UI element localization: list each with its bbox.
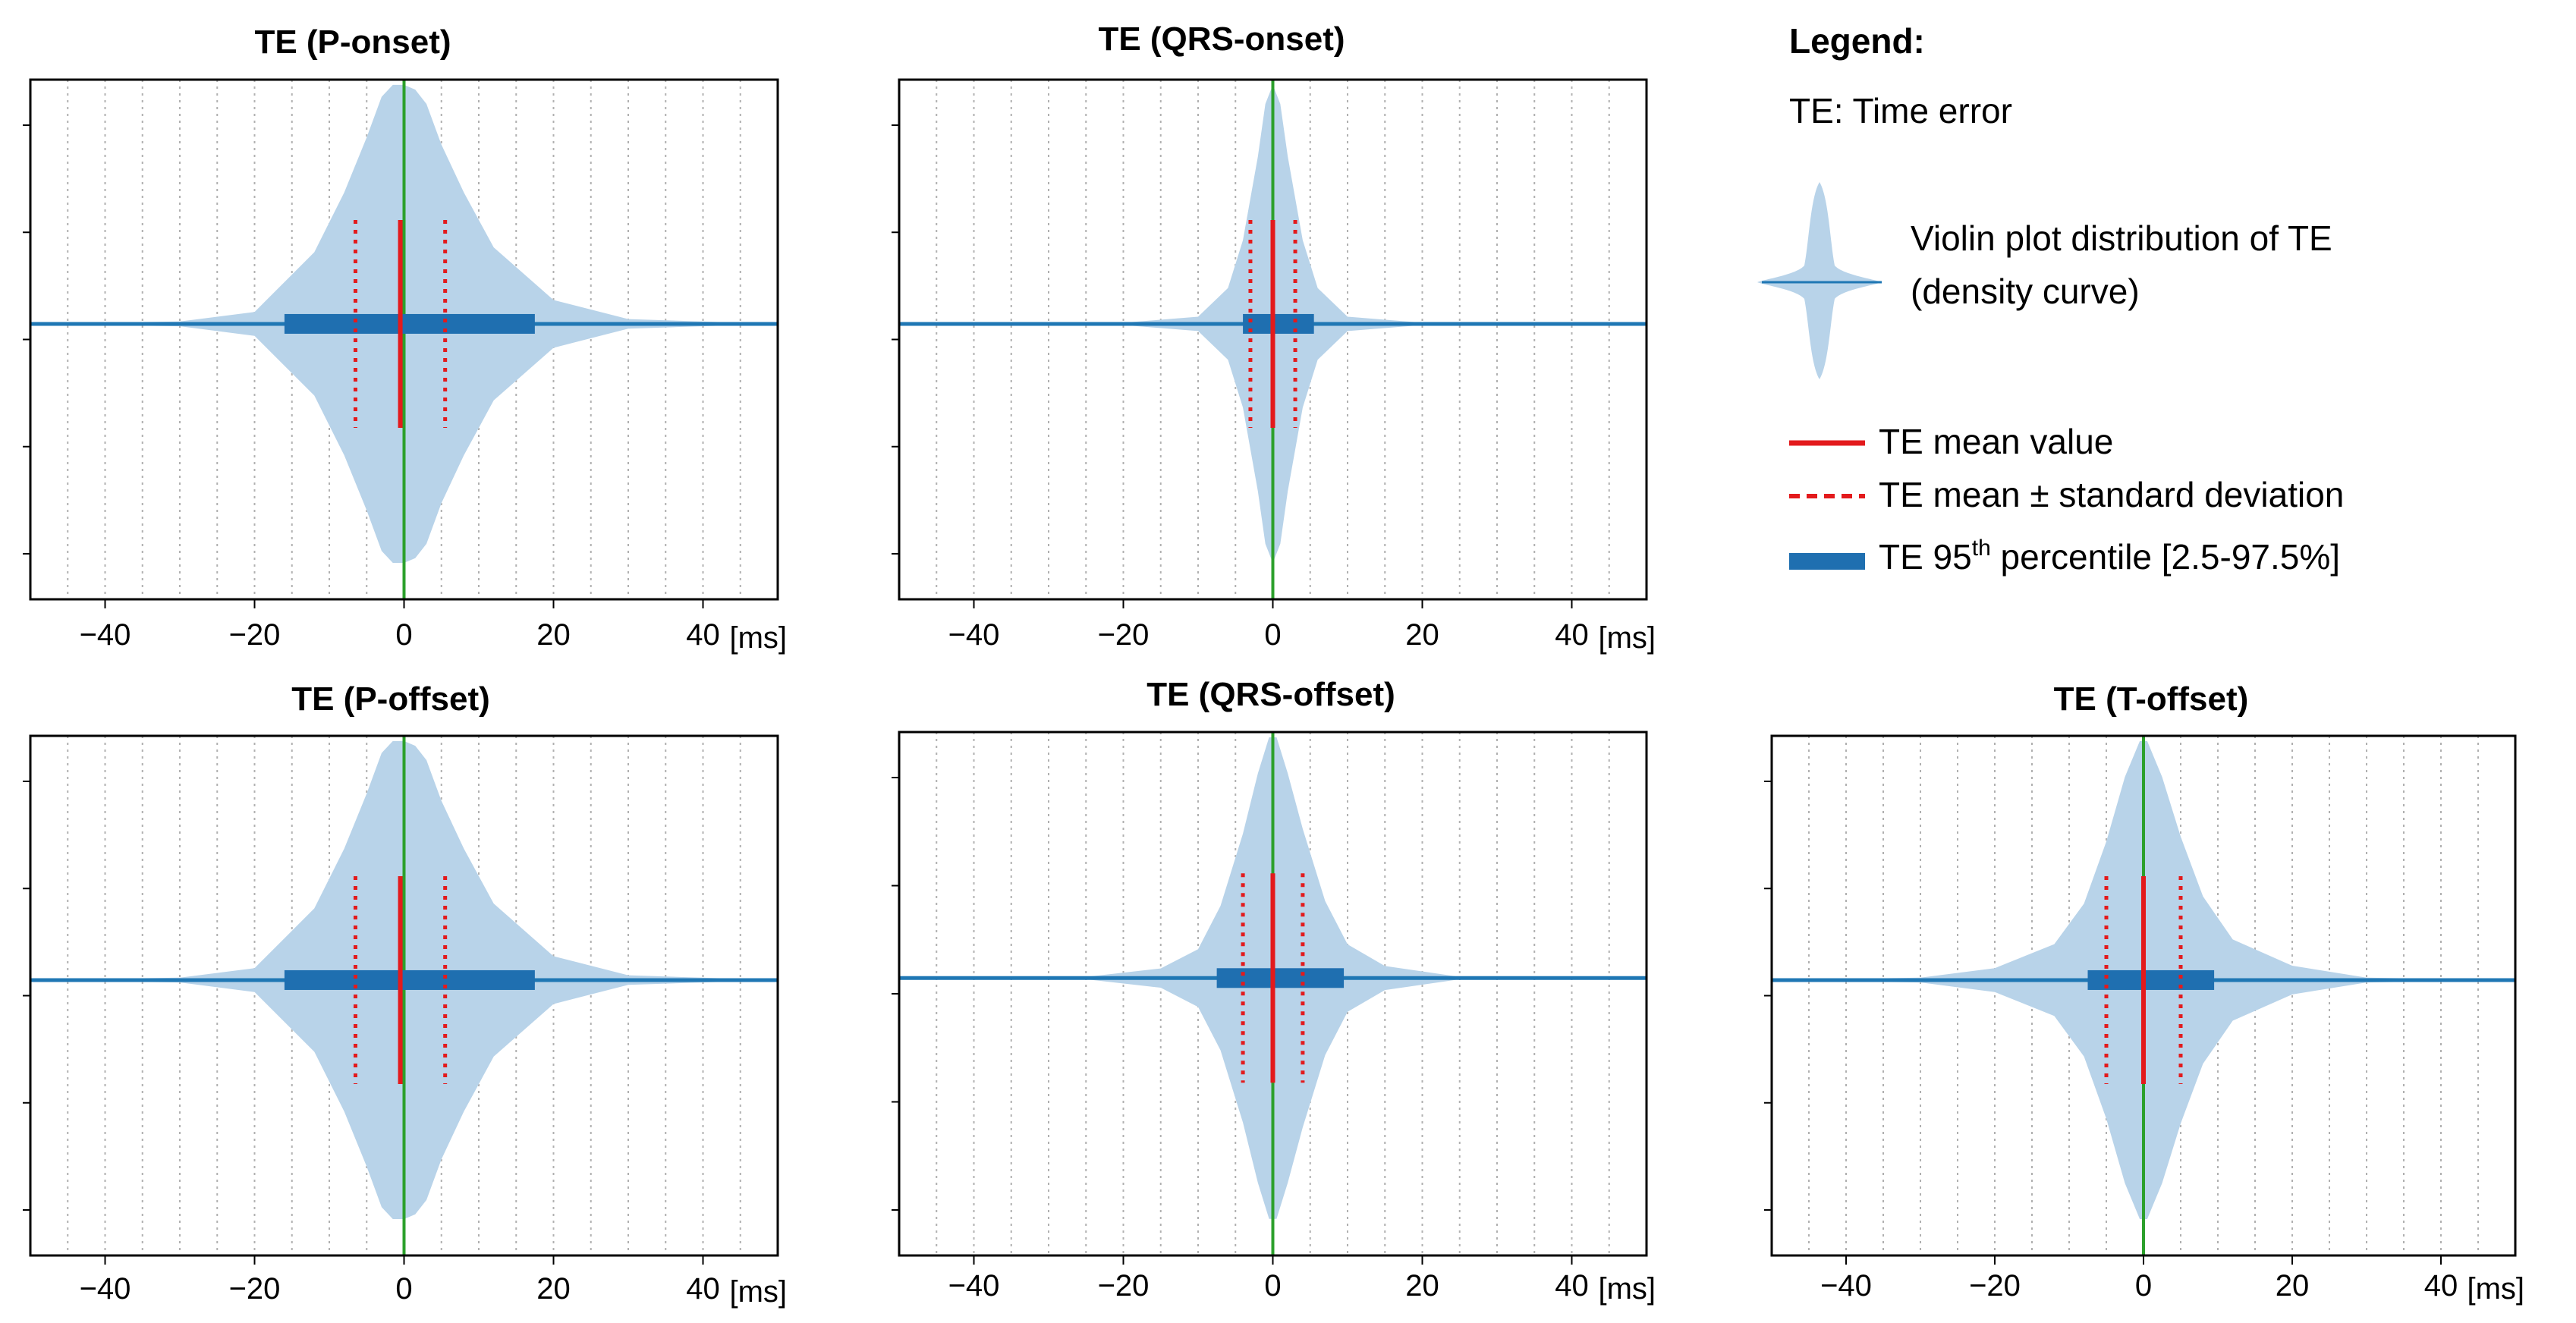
- violin-icon: [1757, 182, 1882, 379]
- legend-percentile-sup: th: [1972, 536, 1991, 561]
- x-unit-label: [ms]: [729, 621, 787, 655]
- legend-std-label: TE mean ± standard deviation: [1879, 475, 2344, 514]
- panel-p-offset: TE (P-offset) −40 −20 0 20 40 [ms]: [23, 680, 787, 1309]
- x-tick-label: −40: [80, 618, 131, 652]
- x-tick-label: −20: [1098, 618, 1150, 652]
- panel-p-onset: TE (P-onset) −40 −20 0 20 40 [ms]: [23, 24, 787, 655]
- x-tick-label: −20: [229, 618, 281, 652]
- panel-title: TE (QRS-offset): [1146, 676, 1395, 713]
- x-tick-label: 40: [1555, 1269, 1589, 1303]
- percentile-box: [284, 313, 535, 334]
- x-tick-label: −20: [1098, 1269, 1150, 1303]
- legend-percentile-swatch: [1789, 553, 1865, 570]
- x-tick-label: −40: [80, 1272, 131, 1306]
- panel-title: TE (P-onset): [254, 24, 451, 61]
- legend-percentile-suffix: percentile [2.5-97.5%]: [1991, 537, 2340, 577]
- x-tick-label: 0: [395, 1272, 412, 1306]
- panel-qrs-offset: TE (QRS-offset) −40 −20 0 20 40 [ms]: [892, 676, 1656, 1306]
- x-tick-label: 20: [536, 1272, 571, 1306]
- legend-violin-label-line1: Violin plot distribution of TE: [1911, 218, 2332, 258]
- x-tick-label: 0: [1264, 618, 1281, 652]
- legend-title: Legend:: [1789, 21, 1925, 61]
- percentile-box: [1216, 968, 1345, 988]
- legend-percentile-label: TE 95th percentile [2.5-97.5%]: [1879, 536, 2340, 577]
- x-unit-label: [ms]: [2467, 1272, 2524, 1306]
- legend-te-definition: TE: Time error: [1789, 91, 2012, 130]
- panel-title: TE (P-offset): [291, 680, 490, 718]
- x-tick-label: 20: [1405, 618, 1439, 652]
- x-tick-label: 40: [686, 618, 720, 652]
- legend-violin-icon: [1757, 182, 1882, 379]
- panel-t-offset: TE (T-offset) −40 −20 0 20 40 [ms]: [1764, 680, 2524, 1306]
- x-tick-label: 40: [1555, 618, 1589, 652]
- percentile-box: [1243, 313, 1314, 334]
- x-tick-label: −40: [948, 1269, 1000, 1303]
- panel-title: TE (T-offset): [2054, 680, 2249, 718]
- x-tick-label: 0: [395, 618, 412, 652]
- x-unit-label: [ms]: [1598, 621, 1656, 655]
- panel-qrs-onset: TE (QRS-onset) −40 −20 0 20 40 [ms]: [892, 20, 1656, 655]
- x-unit-label: [ms]: [1598, 1272, 1656, 1306]
- x-tick-label: 40: [686, 1272, 720, 1306]
- x-tick-label: 0: [1264, 1269, 1281, 1303]
- x-tick-label: 20: [536, 618, 571, 652]
- x-tick-label: −20: [229, 1272, 281, 1306]
- x-tick-label: 40: [2424, 1269, 2458, 1303]
- legend: Legend: TE: Time error Violin plot distr…: [1757, 21, 2344, 577]
- x-tick-label: 20: [1405, 1269, 1439, 1303]
- x-tick-label: −40: [1820, 1269, 1872, 1303]
- legend-percentile-prefix: TE 95: [1879, 537, 1972, 577]
- percentile-box: [2087, 969, 2215, 990]
- panel-title: TE (QRS-onset): [1098, 20, 1345, 58]
- x-tick-label: 0: [2135, 1269, 2152, 1303]
- x-unit-label: [ms]: [729, 1275, 787, 1309]
- legend-violin-label-line2: (density curve): [1911, 272, 2140, 311]
- percentile-box: [284, 969, 535, 990]
- x-tick-label: −20: [1969, 1269, 2021, 1303]
- legend-mean-label: TE mean value: [1879, 422, 2113, 461]
- x-tick-label: −40: [948, 618, 1000, 652]
- x-tick-label: 20: [2276, 1269, 2310, 1303]
